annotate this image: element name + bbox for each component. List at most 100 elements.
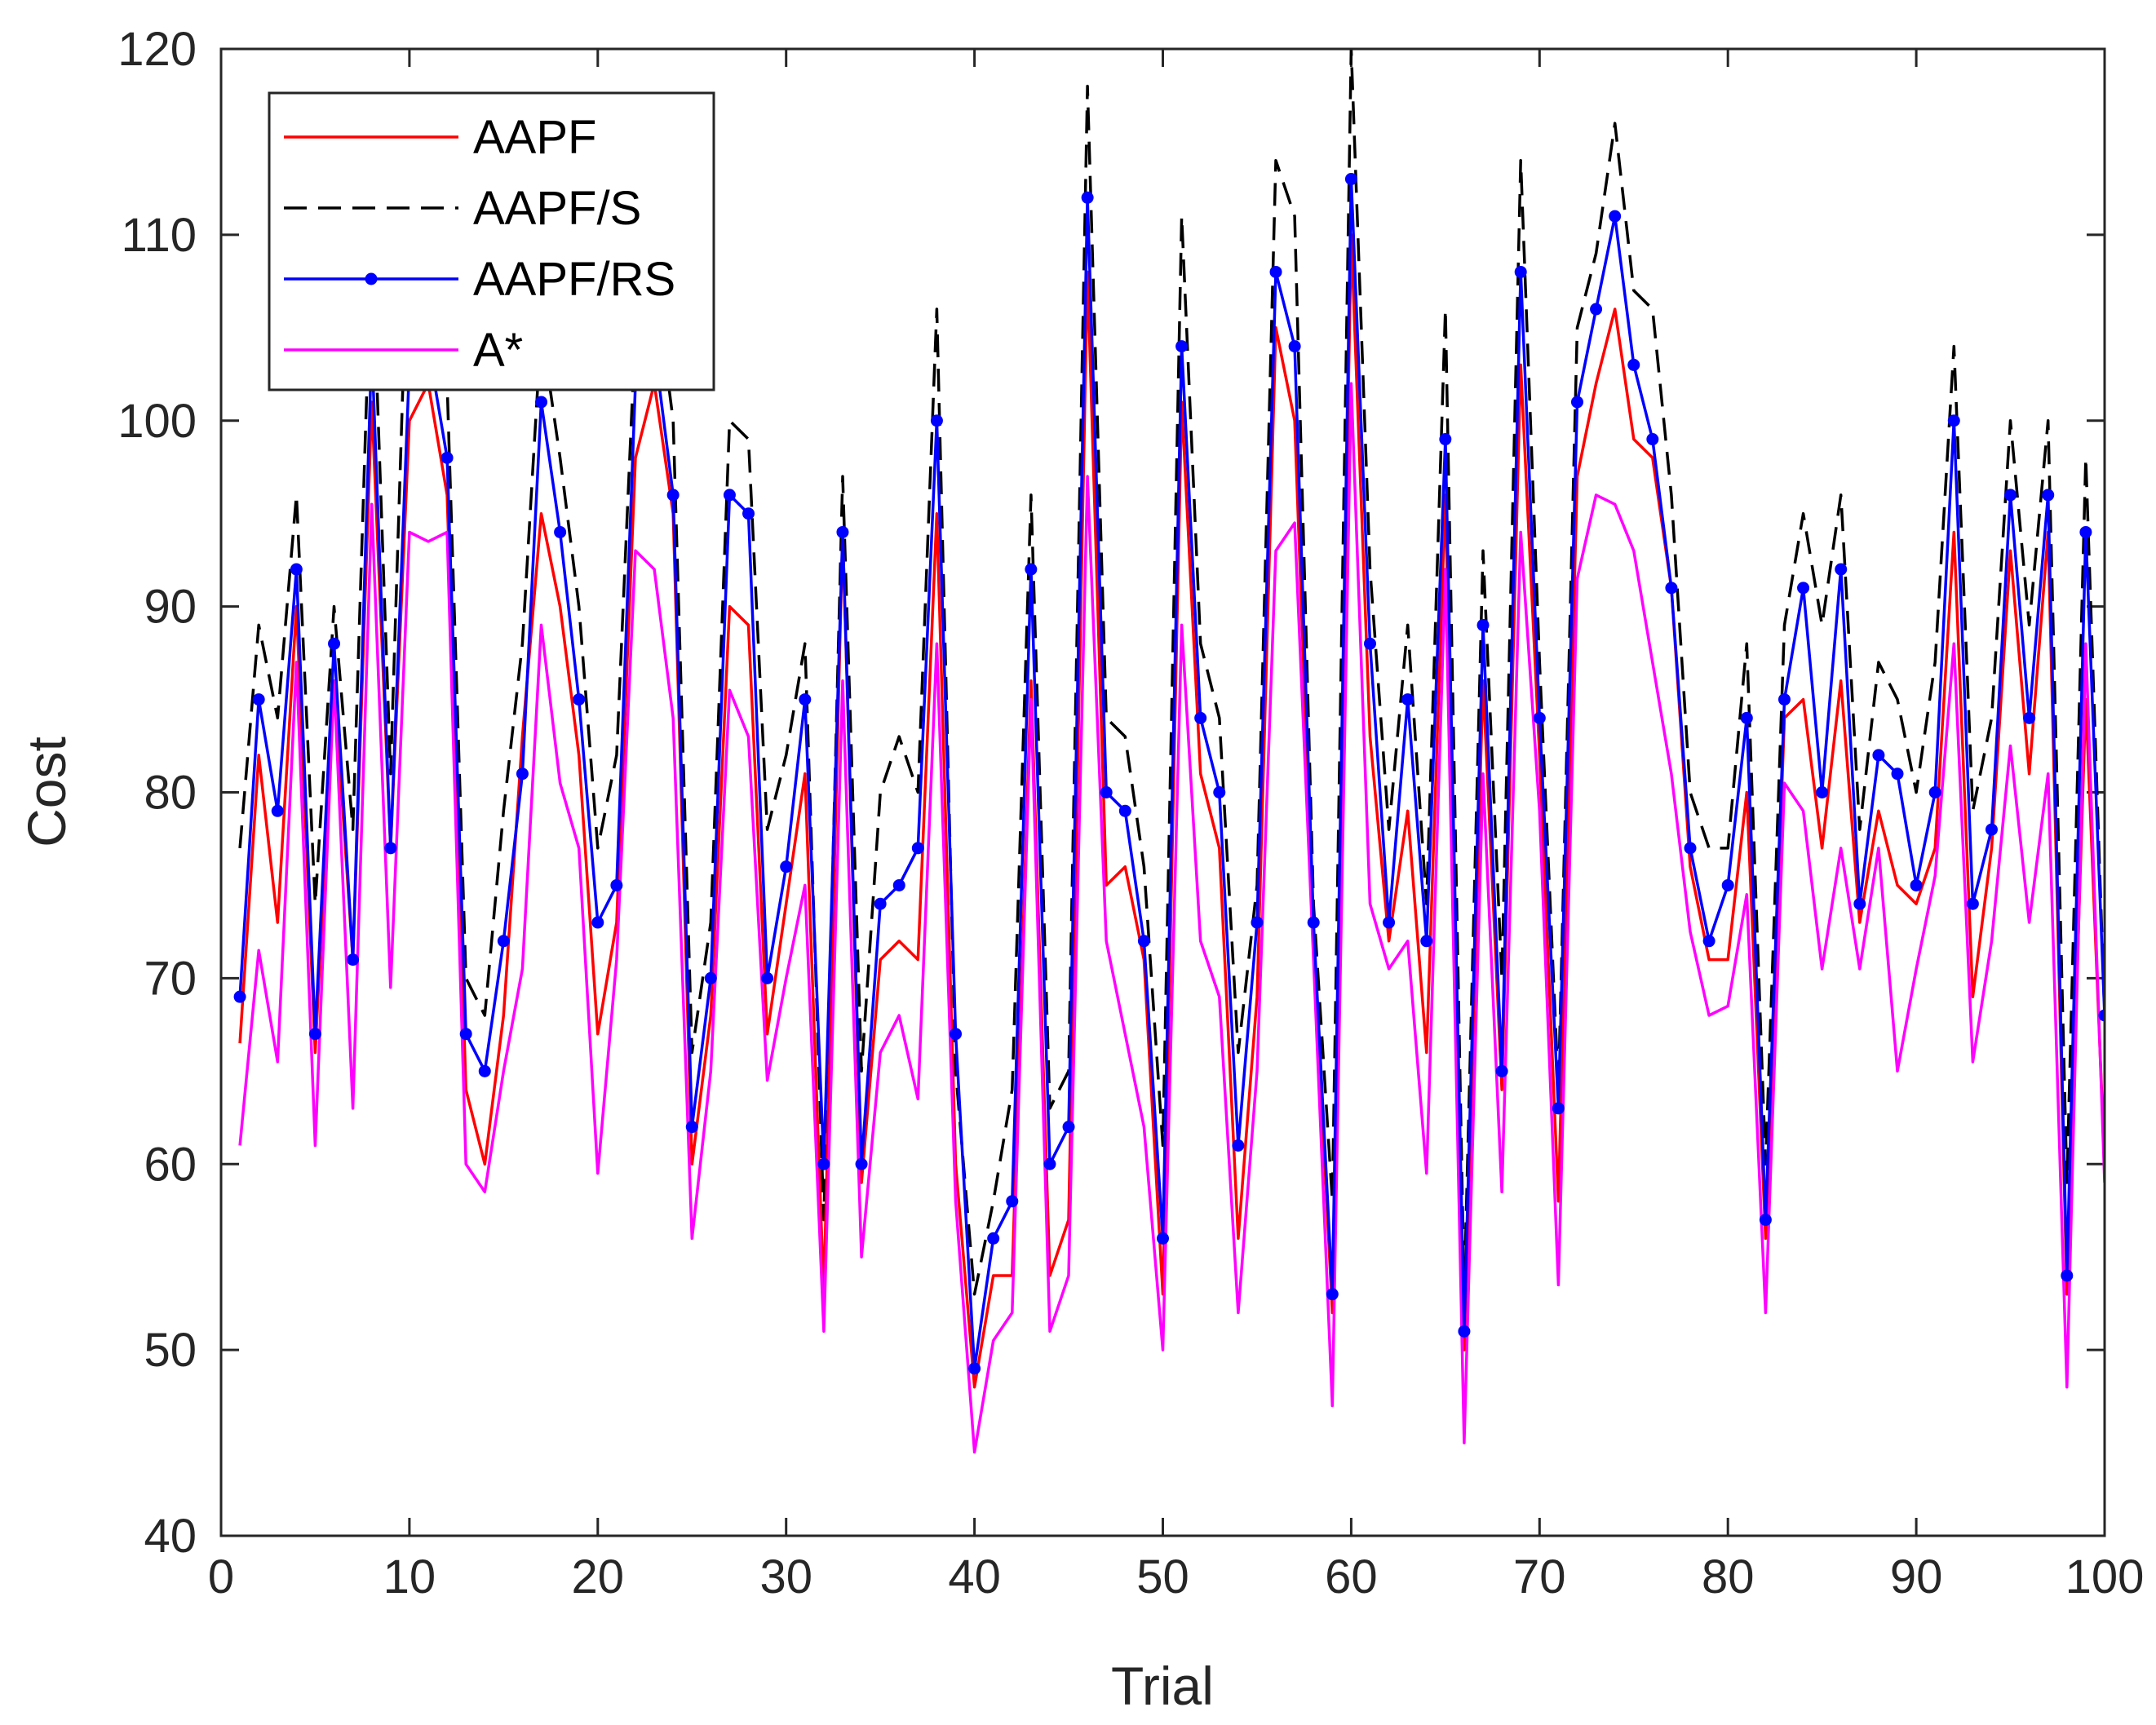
data-point bbox=[1533, 711, 1546, 724]
x-tick-label: 60 bbox=[1325, 1550, 1378, 1603]
data-point bbox=[1476, 618, 1490, 631]
data-point bbox=[1740, 711, 1753, 724]
legend-label: AAPF bbox=[473, 111, 597, 164]
data-point bbox=[1288, 340, 1301, 353]
data-point bbox=[836, 525, 849, 538]
data-point bbox=[347, 953, 360, 966]
series-line-a- bbox=[238, 382, 2105, 1454]
data-point bbox=[1157, 1232, 1169, 1245]
data-point bbox=[2004, 489, 2017, 502]
data-point bbox=[1552, 1102, 1565, 1115]
data-point bbox=[2042, 489, 2055, 502]
data-point bbox=[591, 916, 604, 929]
data-point bbox=[1609, 210, 1622, 223]
data-point bbox=[1344, 173, 1357, 186]
plot-frame bbox=[219, 47, 2106, 1537]
data-point bbox=[1213, 786, 1226, 798]
data-point bbox=[742, 507, 755, 520]
data-point bbox=[1006, 1195, 1019, 1208]
x-tick-label: 100 bbox=[2065, 1550, 2145, 1603]
y-tick-label: 50 bbox=[144, 1324, 197, 1377]
legend-label: AAPF/S bbox=[473, 182, 641, 235]
data-point bbox=[1251, 916, 1264, 929]
data-point bbox=[817, 1157, 830, 1170]
data-point bbox=[1702, 935, 1716, 948]
data-point bbox=[1966, 897, 1979, 910]
data-point bbox=[1816, 786, 1829, 798]
data-point bbox=[1175, 340, 1189, 353]
x-tick-label: 30 bbox=[759, 1550, 812, 1603]
y-tick-label: 60 bbox=[144, 1138, 197, 1191]
data-point bbox=[723, 489, 736, 502]
data-point bbox=[554, 525, 567, 538]
data-point bbox=[1947, 414, 1960, 427]
x-tick-label: 10 bbox=[383, 1550, 436, 1603]
data-point bbox=[968, 1362, 981, 1375]
data-point bbox=[1570, 396, 1583, 409]
data-point bbox=[1439, 433, 1452, 446]
data-point bbox=[1043, 1157, 1056, 1170]
data-point bbox=[1665, 582, 1678, 595]
data-point bbox=[855, 1157, 868, 1170]
data-point bbox=[1100, 786, 1113, 798]
data-point bbox=[252, 693, 265, 706]
data-point bbox=[1363, 637, 1376, 650]
x-tick-label: 50 bbox=[1136, 1550, 1189, 1603]
legend-label: AAPF/RS bbox=[473, 253, 675, 306]
data-point bbox=[1797, 582, 1810, 595]
data-point bbox=[271, 804, 284, 817]
data-point bbox=[290, 563, 303, 576]
data-point bbox=[308, 1028, 321, 1041]
y-tick-label: 70 bbox=[144, 952, 197, 1005]
data-point bbox=[1326, 1288, 1339, 1301]
data-point bbox=[1891, 767, 1904, 781]
data-point bbox=[761, 971, 774, 984]
data-point bbox=[1928, 786, 1941, 798]
data-point bbox=[535, 396, 548, 409]
data-point bbox=[1194, 711, 1207, 724]
y-tick-label: 80 bbox=[144, 767, 197, 820]
data-point bbox=[1777, 693, 1791, 706]
data-point bbox=[516, 767, 529, 781]
legend-marker bbox=[365, 272, 378, 285]
y-tick-label: 100 bbox=[117, 395, 197, 448]
data-point bbox=[1062, 1121, 1075, 1134]
data-point bbox=[328, 637, 341, 650]
data-point bbox=[685, 1121, 698, 1134]
data-point bbox=[2098, 1009, 2105, 1022]
x-axis-label: Trial bbox=[1111, 1656, 1214, 1716]
data-point bbox=[2061, 1269, 2074, 1282]
data-point bbox=[1420, 935, 1433, 948]
data-point bbox=[1853, 897, 1866, 910]
data-point bbox=[440, 451, 454, 464]
data-point bbox=[1458, 1325, 1471, 1338]
data-point bbox=[666, 489, 680, 502]
data-point bbox=[1835, 563, 1848, 576]
data-point bbox=[1081, 191, 1094, 204]
data-point bbox=[1872, 749, 1885, 762]
data-point bbox=[1590, 303, 1603, 316]
data-point bbox=[1118, 804, 1131, 817]
data-point bbox=[1514, 265, 1527, 278]
data-point bbox=[1232, 1139, 1245, 1152]
legend-label: A* bbox=[473, 324, 523, 377]
data-point bbox=[1627, 358, 1640, 371]
data-point bbox=[1401, 693, 1414, 706]
data-point bbox=[930, 414, 943, 427]
y-tick-label: 40 bbox=[144, 1510, 197, 1563]
data-point bbox=[459, 1028, 472, 1041]
data-point bbox=[1025, 563, 1038, 576]
y-tick-label: 110 bbox=[122, 209, 197, 262]
data-point bbox=[1646, 433, 1659, 446]
data-point bbox=[1910, 878, 1923, 891]
x-tick-label: 80 bbox=[1702, 1550, 1755, 1603]
data-point bbox=[2023, 711, 2036, 724]
x-tick-label: 20 bbox=[572, 1550, 625, 1603]
x-tick-label: 40 bbox=[948, 1550, 1001, 1603]
data-point bbox=[1383, 916, 1396, 929]
x-tick-label: 0 bbox=[208, 1550, 234, 1603]
y-tick-label: 90 bbox=[144, 581, 197, 634]
x-tick-label: 70 bbox=[1513, 1550, 1566, 1603]
data-point bbox=[874, 897, 887, 910]
data-point bbox=[1985, 823, 1998, 836]
